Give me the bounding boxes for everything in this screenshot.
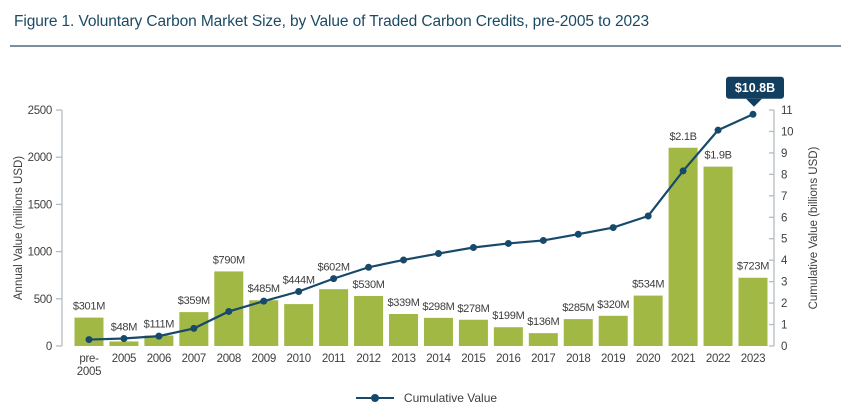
svg-text:2005: 2005: [77, 366, 101, 378]
svg-text:1: 1: [781, 320, 787, 332]
svg-text:0: 0: [781, 341, 787, 353]
svg-text:2021: 2021: [671, 353, 695, 365]
svg-text:2015: 2015: [461, 353, 485, 365]
svg-text:$199M: $199M: [492, 310, 524, 322]
title-divider: [10, 45, 841, 47]
svg-text:2007: 2007: [182, 353, 206, 365]
svg-text:2019: 2019: [601, 353, 625, 365]
svg-text:2022: 2022: [706, 353, 730, 365]
svg-text:2000: 2000: [28, 152, 52, 164]
legend: Cumulative Value: [0, 388, 853, 408]
svg-text:$285M: $285M: [562, 302, 594, 314]
svg-text:2: 2: [781, 298, 787, 310]
svg-text:$790M: $790M: [213, 254, 245, 266]
svg-text:2016: 2016: [496, 353, 520, 365]
svg-text:10: 10: [781, 126, 793, 138]
svg-text:$10.8B: $10.8B: [735, 81, 775, 95]
svg-text:$485M: $485M: [248, 283, 280, 295]
legend-label: Cumulative Value: [403, 391, 498, 405]
svg-text:7: 7: [781, 191, 787, 203]
svg-text:2014: 2014: [426, 353, 451, 365]
svg-text:2013: 2013: [391, 353, 415, 365]
svg-text:2012: 2012: [356, 353, 380, 365]
svg-text:500: 500: [34, 294, 52, 306]
svg-text:1500: 1500: [28, 199, 52, 211]
svg-text:2005: 2005: [112, 353, 136, 365]
svg-text:6: 6: [781, 212, 787, 224]
svg-text:11: 11: [781, 105, 792, 117]
svg-text:0: 0: [46, 341, 52, 353]
svg-text:2018: 2018: [566, 353, 590, 365]
svg-text:$301M: $301M: [73, 301, 105, 313]
svg-text:2010: 2010: [286, 353, 310, 365]
svg-text:4: 4: [781, 255, 788, 267]
svg-text:Cumulative Value (billions USD: Cumulative Value (billions USD): [808, 146, 820, 309]
svg-text:$111M: $111M: [144, 319, 175, 331]
svg-text:1000: 1000: [28, 247, 52, 259]
svg-text:$530M: $530M: [353, 279, 385, 291]
svg-text:5: 5: [781, 234, 787, 246]
svg-text:$320M: $320M: [597, 299, 629, 311]
svg-text:$136M: $136M: [527, 316, 559, 328]
svg-text:Annual Value (millions USD): Annual Value (millions USD): [13, 156, 25, 300]
svg-text:$278M: $278M: [457, 303, 489, 315]
svg-text:$339M: $339M: [387, 297, 419, 309]
line-dot-icon: [355, 394, 394, 402]
svg-text:2008: 2008: [217, 353, 241, 365]
svg-text:$534M: $534M: [632, 279, 664, 291]
svg-text:9: 9: [781, 148, 787, 160]
svg-text:2006: 2006: [147, 353, 171, 365]
svg-text:$2.1B: $2.1B: [669, 131, 696, 143]
svg-text:8: 8: [781, 169, 787, 181]
svg-text:$48M: $48M: [111, 321, 137, 333]
svg-text:3: 3: [781, 277, 787, 289]
svg-text:2500: 2500: [28, 105, 52, 117]
svg-text:2011: 2011: [322, 353, 346, 365]
svg-text:$359M: $359M: [178, 295, 210, 307]
svg-text:2020: 2020: [636, 353, 660, 365]
svg-text:$723M: $723M: [737, 261, 769, 273]
svg-text:$602M: $602M: [318, 262, 350, 274]
svg-text:pre-: pre-: [79, 353, 99, 365]
svg-text:2009: 2009: [252, 353, 276, 365]
svg-text:2017: 2017: [531, 353, 555, 365]
svg-text:$1.9B: $1.9B: [704, 150, 731, 162]
svg-text:$444M: $444M: [283, 275, 315, 287]
figure-title: Figure 1. Voluntary Carbon Market Size, …: [14, 13, 650, 30]
svg-text:2023: 2023: [741, 353, 765, 365]
svg-text:$298M: $298M: [422, 301, 454, 313]
